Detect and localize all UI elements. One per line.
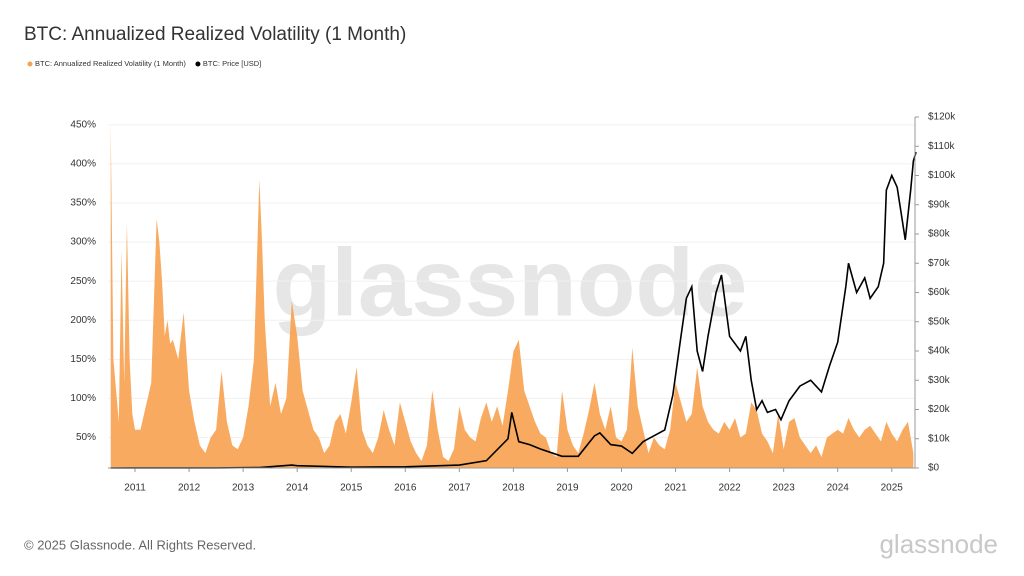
chart-title: BTC: Annualized Realized Volatility (1 M…	[24, 24, 406, 45]
legend-label: BTC: Price [USD]	[203, 59, 261, 68]
brand: glassnode	[879, 529, 998, 559]
y2-tick-label: $20k	[928, 404, 951, 415]
y-tick-label: 100%	[70, 393, 96, 404]
x-tick-label: 2019	[556, 483, 579, 494]
footer: © 2025 Glassnode. All Rights Reserved.	[24, 537, 256, 552]
y2-tick-label: $30k	[928, 375, 951, 386]
x-tick-label: 2023	[773, 483, 796, 494]
y-tick-label: 200%	[70, 315, 96, 326]
x-tick-label: 2011	[124, 483, 146, 494]
y2-tick-label: $40k	[928, 346, 951, 357]
x-tick-label: 2018	[502, 483, 525, 494]
y2-tick-label: $80k	[928, 229, 951, 240]
y-tick-label: 350%	[70, 198, 96, 209]
x-tick-label: 2017	[448, 483, 471, 494]
y2-tick-label: $120k	[928, 112, 956, 123]
x-tick-label: 2013	[232, 483, 255, 494]
x-tick-label: 2025	[881, 483, 904, 494]
y-tick-label: 250%	[70, 276, 96, 287]
legend: BTC: Annualized Realized Volatility (1 M…	[27, 59, 261, 68]
y2-tick-label: $60k	[928, 287, 951, 298]
y-tick-label: 400%	[70, 159, 96, 170]
y-tick-label: 150%	[70, 354, 96, 365]
x-tick-label: 2022	[718, 483, 741, 494]
y-tick-label: 50%	[76, 432, 96, 443]
y2-tick-label: $10k	[928, 433, 951, 444]
legend-marker	[27, 61, 33, 67]
y2-tick-label: $110k	[928, 141, 956, 152]
x-tick-label: 2015	[340, 483, 363, 494]
y-tick-label: 300%	[70, 237, 96, 248]
legend-marker	[195, 61, 201, 67]
x-tick-label: 2016	[394, 483, 417, 494]
y2-tick-label: $70k	[928, 258, 951, 269]
price-line	[110, 151, 917, 469]
watermark: glassnode	[273, 229, 748, 336]
y2-tick-label: $100k	[928, 170, 956, 181]
x-tick-label: 2021	[664, 483, 687, 494]
y2-tick-label: $0	[928, 463, 940, 474]
x-tick-label: 2014	[286, 483, 309, 494]
legend-label: BTC: Annualized Realized Volatility (1 M…	[35, 59, 186, 68]
y-tick-label: 450%	[70, 119, 96, 130]
x-tick-label: 2024	[827, 483, 850, 494]
x-tick-label: 2020	[610, 483, 633, 494]
y2-tick-label: $50k	[928, 316, 951, 327]
x-tick-label: 2012	[178, 483, 201, 494]
volatility-area	[110, 124, 914, 468]
y2-tick-label: $90k	[928, 199, 951, 210]
